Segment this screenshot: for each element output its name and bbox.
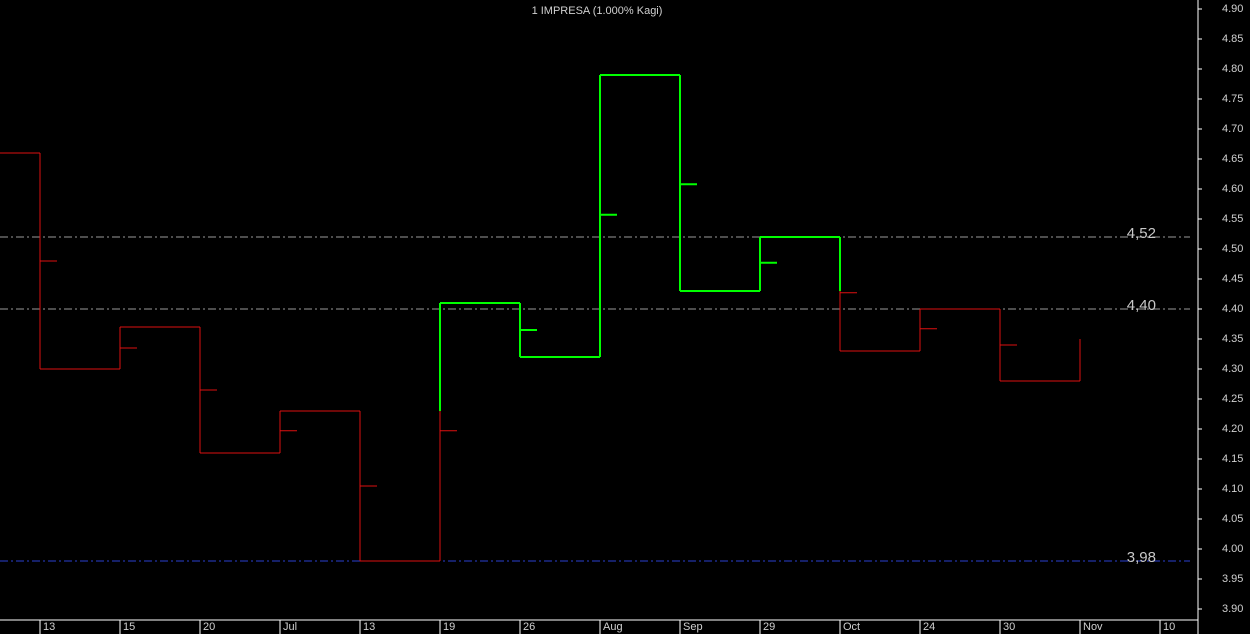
x-tick-label: 29 <box>763 621 775 633</box>
y-tick-label: 3.90 <box>1222 603 1243 615</box>
y-tick-label: 4.10 <box>1222 483 1243 495</box>
y-tick-label: 4.55 <box>1222 213 1243 225</box>
y-tick-label: 4.00 <box>1222 543 1243 555</box>
x-tick-label: Aug <box>603 621 623 633</box>
y-tick-label: 4.30 <box>1222 363 1243 375</box>
level-label: 4,40 <box>1127 297 1156 314</box>
x-tick-label: Sep <box>683 621 703 633</box>
y-tick-label: 3.95 <box>1222 573 1243 585</box>
x-tick-label: 20 <box>203 621 215 633</box>
level-label: 4,52 <box>1127 225 1156 242</box>
y-tick-label: 4.45 <box>1222 273 1243 285</box>
y-tick-label: 4.05 <box>1222 513 1243 525</box>
y-tick-label: 4.40 <box>1222 303 1243 315</box>
y-tick-label: 4.25 <box>1222 393 1243 405</box>
y-tick-label: 4.15 <box>1222 453 1243 465</box>
y-tick-label: 4.35 <box>1222 333 1243 345</box>
x-tick-label: 13 <box>43 621 55 633</box>
y-tick-label: 4.65 <box>1222 153 1243 165</box>
x-tick-label: 19 <box>443 621 455 633</box>
y-tick-label: 4.90 <box>1222 3 1243 15</box>
x-tick-label: 13 <box>363 621 375 633</box>
chart-title: 1 IMPRESA (1.000% Kagi) <box>532 5 663 17</box>
x-tick-label: Nov <box>1083 621 1103 633</box>
y-tick-label: 4.70 <box>1222 123 1243 135</box>
level-label: 3,98 <box>1127 549 1156 566</box>
x-tick-label: 24 <box>923 621 935 633</box>
y-tick-label: 4.75 <box>1222 93 1243 105</box>
x-tick-label: Oct <box>843 621 860 633</box>
x-tick-label: 30 <box>1003 621 1015 633</box>
y-tick-label: 4.60 <box>1222 183 1243 195</box>
y-tick-label: 4.80 <box>1222 63 1243 75</box>
y-tick-label: 4.20 <box>1222 423 1243 435</box>
x-tick-label: 10 <box>1163 621 1175 633</box>
x-tick-label: 15 <box>123 621 135 633</box>
x-tick-label: Jul <box>283 621 297 633</box>
x-tick-label: 26 <box>523 621 535 633</box>
y-tick-label: 4.50 <box>1222 243 1243 255</box>
y-tick-label: 4.85 <box>1222 33 1243 45</box>
